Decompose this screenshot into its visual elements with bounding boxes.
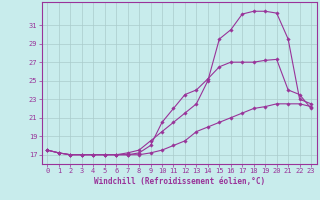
X-axis label: Windchill (Refroidissement éolien,°C): Windchill (Refroidissement éolien,°C): [94, 177, 265, 186]
